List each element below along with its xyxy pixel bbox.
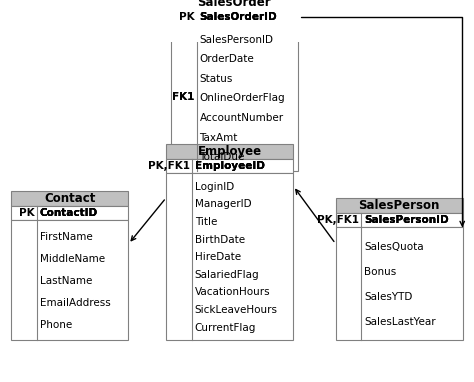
- FancyBboxPatch shape: [336, 213, 463, 227]
- Text: FK1: FK1: [172, 92, 194, 102]
- Text: SalesPerson: SalesPerson: [358, 199, 440, 212]
- Text: HireDate: HireDate: [195, 252, 241, 262]
- Text: MiddleName: MiddleName: [39, 254, 105, 264]
- Text: Contact: Contact: [44, 193, 95, 206]
- FancyBboxPatch shape: [336, 227, 463, 340]
- Text: EmployeeID: EmployeeID: [195, 161, 265, 171]
- Text: VacationHours: VacationHours: [195, 288, 271, 298]
- Text: ContactID: ContactID: [39, 208, 98, 218]
- Text: CurrentFlag: CurrentFlag: [195, 323, 256, 333]
- Text: SalesOrderID: SalesOrderID: [200, 12, 277, 22]
- FancyBboxPatch shape: [166, 173, 293, 340]
- Text: SalesQuota: SalesQuota: [365, 242, 424, 252]
- FancyBboxPatch shape: [171, 10, 298, 24]
- Text: ContactID: ContactID: [39, 208, 98, 218]
- FancyBboxPatch shape: [11, 191, 128, 206]
- Text: SalesYTD: SalesYTD: [365, 292, 413, 302]
- Text: PK,FK1: PK,FK1: [317, 215, 359, 225]
- Text: OnlineOrderFlag: OnlineOrderFlag: [200, 93, 285, 104]
- Text: ManagerID: ManagerID: [195, 199, 252, 209]
- Text: SalesOrderID: SalesOrderID: [0, 381, 1, 382]
- Text: SickLeaveHours: SickLeaveHours: [195, 305, 278, 315]
- FancyBboxPatch shape: [11, 206, 128, 220]
- FancyBboxPatch shape: [166, 159, 293, 173]
- Text: FK1: FK1: [172, 92, 194, 102]
- Text: Employee: Employee: [198, 145, 262, 158]
- Text: Bonus: Bonus: [365, 267, 397, 277]
- Text: Phone: Phone: [39, 320, 72, 330]
- Text: AccountNumber: AccountNumber: [200, 113, 283, 123]
- Text: ContactID: ContactID: [0, 381, 1, 382]
- Text: SalariedFlag: SalariedFlag: [195, 270, 259, 280]
- FancyBboxPatch shape: [336, 198, 463, 213]
- Text: LoginID: LoginID: [195, 182, 234, 192]
- Text: SalesPersonID: SalesPersonID: [0, 381, 1, 382]
- Text: SalesPersonID: SalesPersonID: [365, 215, 449, 225]
- Text: SalesOrder: SalesOrder: [198, 0, 271, 9]
- Text: SalesLastYear: SalesLastYear: [365, 317, 436, 327]
- Text: EmployeeID: EmployeeID: [195, 161, 265, 171]
- Text: SalesOrderID: SalesOrderID: [200, 12, 277, 22]
- FancyBboxPatch shape: [11, 220, 128, 340]
- Text: BirthDate: BirthDate: [195, 235, 245, 244]
- Text: PK: PK: [18, 208, 34, 218]
- Text: SalesOrderID: SalesOrderID: [200, 12, 277, 22]
- Text: PK,FK1: PK,FK1: [148, 161, 190, 171]
- Text: ContactID: ContactID: [39, 208, 98, 218]
- FancyBboxPatch shape: [171, 0, 298, 10]
- Text: TotalDue: TotalDue: [200, 152, 245, 162]
- Text: OrderDate: OrderDate: [200, 54, 255, 64]
- Text: Title: Title: [195, 217, 217, 227]
- Text: SalesPersonID: SalesPersonID: [200, 34, 273, 45]
- Text: EmployeeID: EmployeeID: [0, 381, 1, 382]
- Text: SalesPersonID: SalesPersonID: [365, 215, 449, 225]
- Text: TaxAmt: TaxAmt: [200, 133, 238, 142]
- FancyBboxPatch shape: [166, 144, 293, 159]
- FancyBboxPatch shape: [171, 24, 298, 171]
- Text: EmailAddress: EmailAddress: [39, 298, 110, 308]
- Text: LastName: LastName: [39, 276, 92, 286]
- Text: FirstName: FirstName: [39, 232, 92, 243]
- Text: PK: PK: [179, 12, 194, 22]
- Text: SalesPersonID: SalesPersonID: [365, 215, 449, 225]
- Text: Status: Status: [200, 74, 233, 84]
- Text: EmployeeID: EmployeeID: [195, 161, 265, 171]
